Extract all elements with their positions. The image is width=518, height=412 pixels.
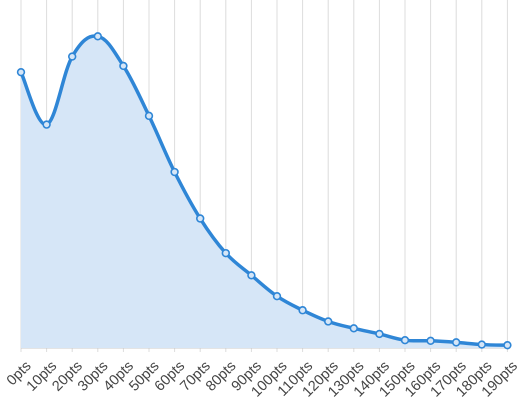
data-point-100pts[interactable]: [272, 291, 282, 301]
data-point-170pts[interactable]: [452, 338, 461, 347]
data-point-160pts[interactable]: [426, 336, 435, 346]
grid-lines: [20, 0, 508, 352]
data-point-140pts[interactable]: [375, 329, 384, 339]
data-point-50pts[interactable]: [144, 111, 154, 121]
data-point-30pts[interactable]: [93, 32, 103, 41]
data-point-80pts[interactable]: [221, 248, 231, 258]
data-point-150pts[interactable]: [400, 335, 410, 345]
data-point-40pts[interactable]: [119, 61, 128, 71]
data-point-180pts[interactable]: [477, 340, 486, 349]
data-point-120pts[interactable]: [324, 317, 333, 326]
data-point-190pts[interactable]: [503, 340, 512, 350]
data-point-70pts[interactable]: [196, 214, 205, 223]
data-point-110pts[interactable]: [298, 306, 307, 315]
series-area: [21, 36, 508, 348]
data-point-130pts[interactable]: [349, 324, 358, 333]
data-point-0pts[interactable]: [16, 67, 26, 77]
x-axis-tick-labels: 0pts10pts20pts30pts40pts50pts60pts70pts8…: [4, 358, 518, 400]
data-point-90pts[interactable]: [247, 271, 256, 280]
data-points: [16, 32, 512, 350]
data-point-20pts[interactable]: [67, 52, 77, 61]
data-point-10pts[interactable]: [42, 120, 51, 129]
data-point-60pts[interactable]: [170, 167, 179, 177]
